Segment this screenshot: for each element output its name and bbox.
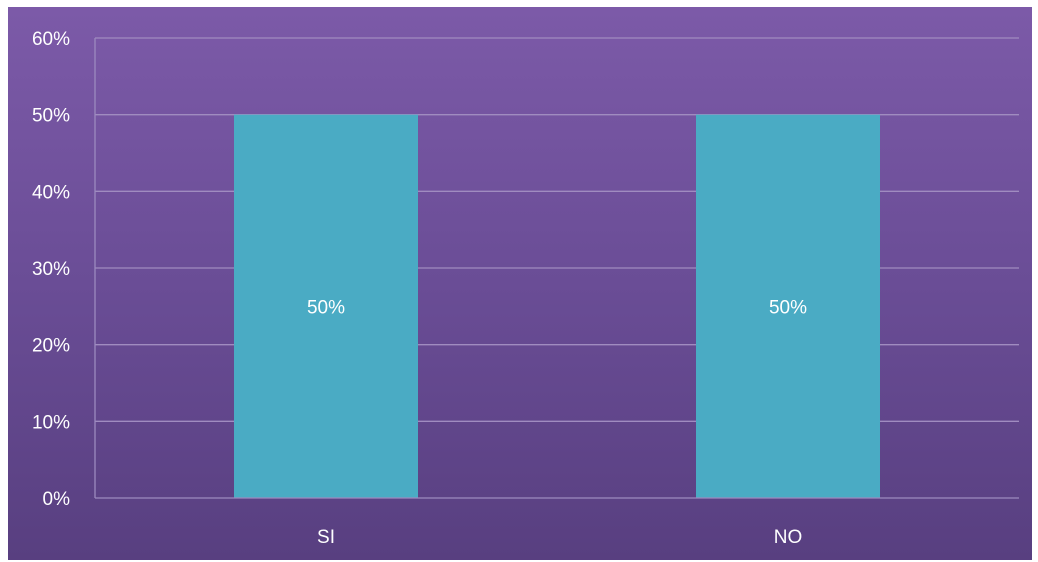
y-tick-label: 60%	[32, 29, 70, 50]
y-tick-label: 10%	[32, 412, 70, 433]
labels: 0% 10% 20% 30% 40% 50% 60% 50% SI 50% NO	[32, 29, 807, 548]
y-tick-label: 20%	[32, 336, 70, 357]
bar-chart: 0% 10% 20% 30% 40% 50% 60% 50% SI 50% NO	[32, 29, 1019, 548]
gridlines	[95, 37, 1019, 422]
y-tick-label: 50%	[32, 106, 70, 127]
bars	[234, 114, 880, 499]
bar-si	[234, 114, 418, 499]
x-tick-label: NO	[774, 527, 803, 548]
data-label: 50%	[307, 297, 345, 318]
bar-no	[696, 114, 880, 499]
axes	[94, 38, 1019, 499]
y-tick-label: 40%	[32, 182, 70, 203]
chart-area: 0% 10% 20% 30% 40% 50% 60% 50% SI 50% NO	[8, 7, 1032, 560]
data-label: 50%	[769, 297, 807, 318]
y-tick-label: 0%	[43, 489, 71, 510]
y-tick-label: 30%	[32, 259, 70, 280]
x-tick-label: SI	[317, 527, 335, 548]
